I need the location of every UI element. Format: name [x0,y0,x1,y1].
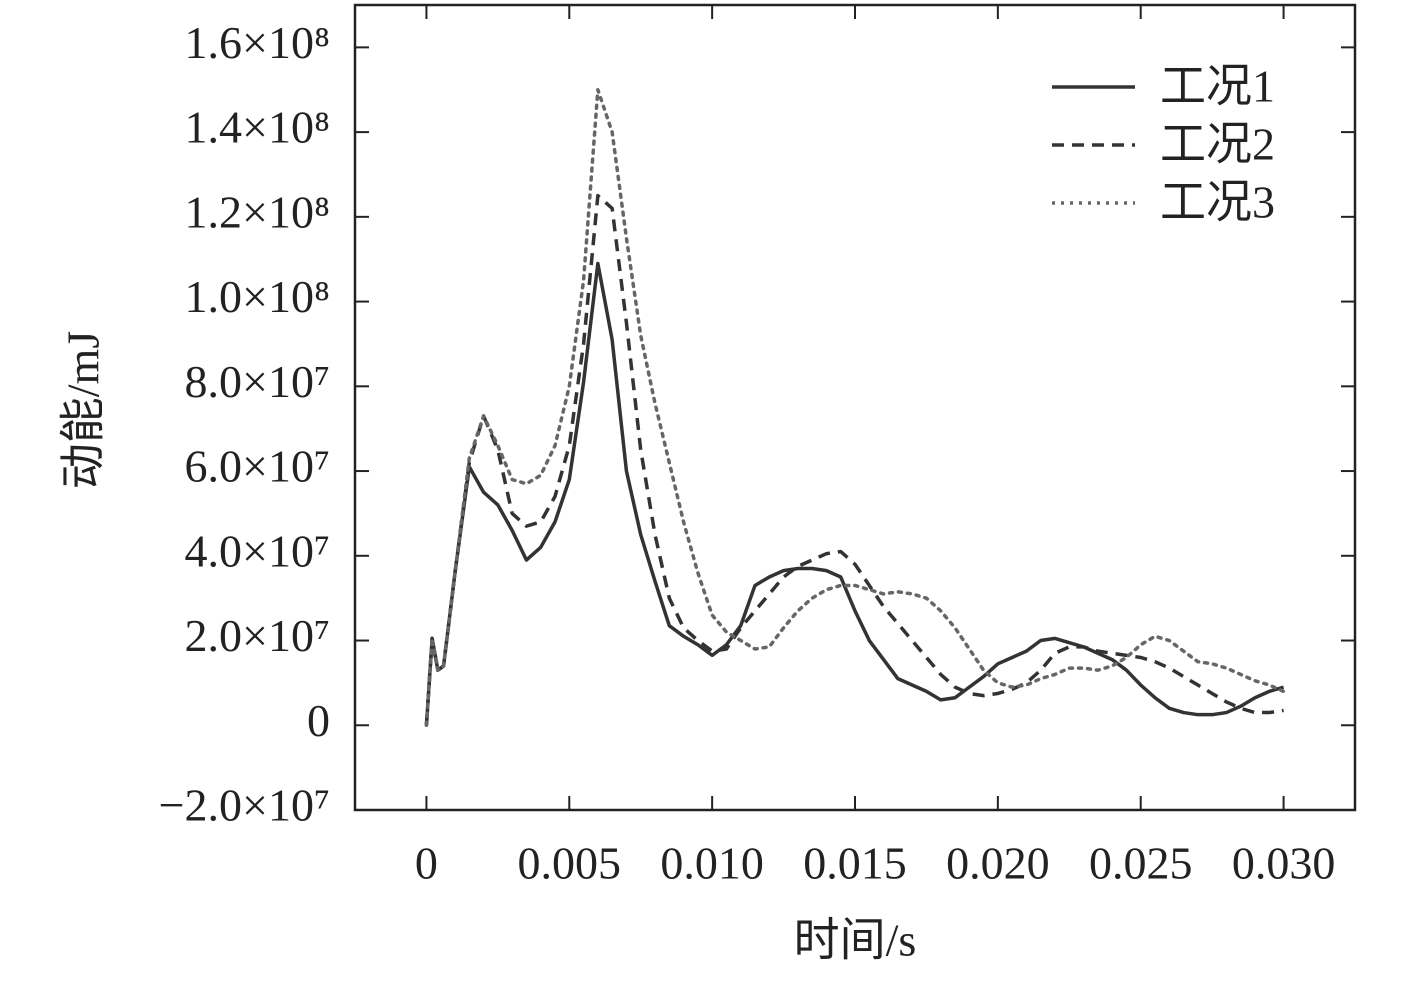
y-tick-label: 2.0×10⁷ [185,610,330,661]
y-tick-label: 0 [307,695,330,746]
legend-label: 工况3 [1160,177,1275,228]
y-tick-label: 1.2×10⁸ [185,186,330,237]
y-tick-label: 1.4×10⁸ [185,102,330,153]
x-tick-label: 0.005 [518,838,622,889]
series-line [424,193,1284,726]
x-axis-label: 时间/s [794,915,917,966]
series-line [424,261,1285,726]
y-tick-label: −2.0×10⁷ [159,780,330,831]
series-line [424,87,1286,728]
legend-label: 工况1 [1160,61,1275,112]
y-tick-label: 1.0×10⁸ [185,271,330,322]
y-tick-label: 6.0×10⁷ [185,441,330,492]
x-tick-label: 0.030 [1232,838,1336,889]
x-tick-label: 0 [415,838,438,889]
legend-label: 工况2 [1160,119,1275,170]
y-tick-label: 1.6×10⁸ [185,17,330,68]
y-axis-label: 动能/mJ [58,331,109,489]
x-tick-label: 0.025 [1089,838,1193,889]
y-tick-label: 4.0×10⁷ [185,525,330,576]
x-tick-label: 0.010 [660,838,764,889]
x-tick-label: 0.020 [946,838,1050,889]
x-tick-label: 0.015 [803,838,907,889]
y-tick-label: 8.0×10⁷ [185,356,330,407]
